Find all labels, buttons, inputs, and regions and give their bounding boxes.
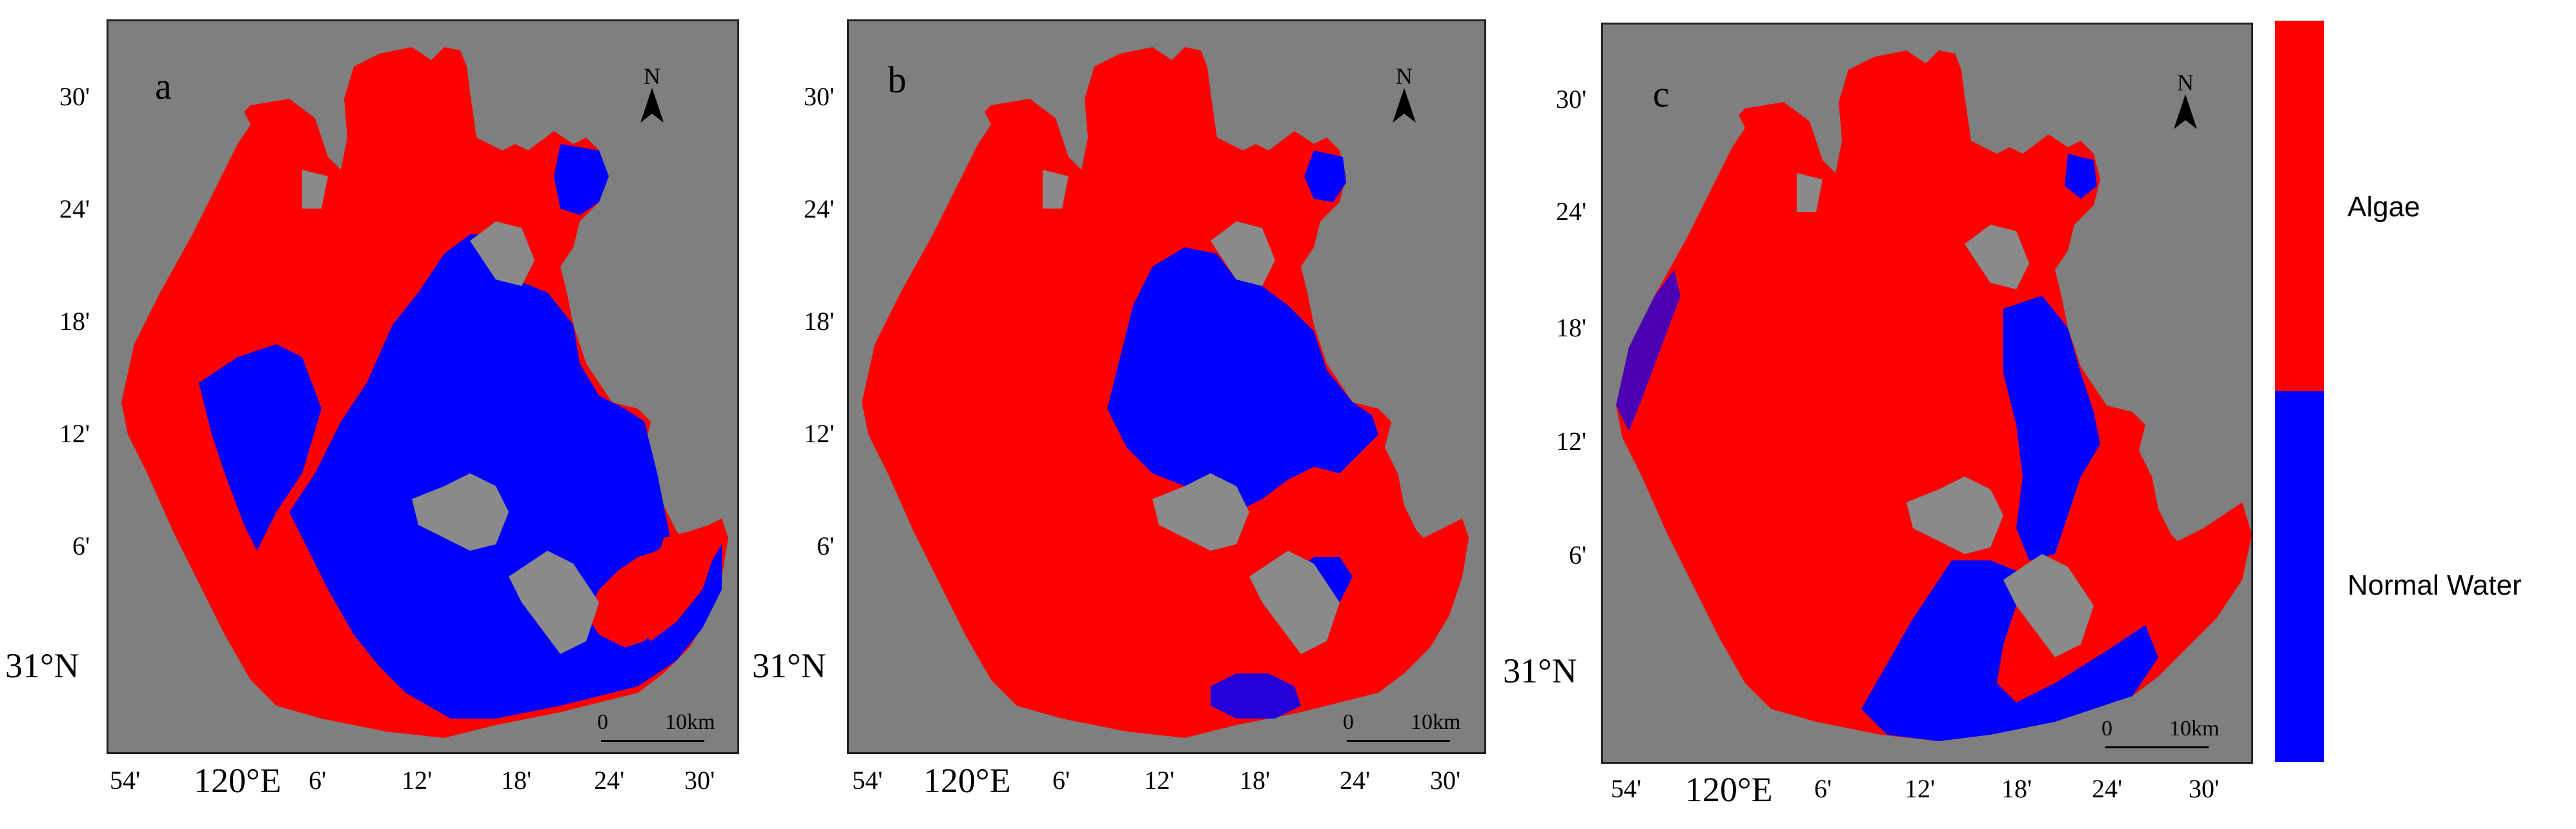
- x-tick: 24': [1340, 766, 1371, 795]
- north-arrow-icon: [1393, 88, 1416, 123]
- y-tick: 6': [1569, 540, 1587, 569]
- x-tick: 12': [402, 766, 433, 795]
- x-tick: 18': [2001, 774, 2032, 803]
- x-tick: 24': [2092, 774, 2123, 803]
- scale-bar: 0 10km: [597, 710, 715, 749]
- x-tick: 54': [1611, 774, 1642, 803]
- legend-swatch-algae: [2275, 21, 2324, 391]
- x-tick: 54': [852, 766, 883, 795]
- north-label: N: [644, 63, 660, 89]
- y-origin-label: 31°N: [1503, 651, 1577, 690]
- normal-water-region: [1107, 150, 1378, 512]
- y-tick: 18': [1556, 313, 1587, 342]
- panel-label: c: [1653, 73, 1670, 115]
- legend-label-water: Normal Water: [2347, 569, 2522, 601]
- x-origin-label: 120°E: [1685, 770, 1773, 809]
- north-label: N: [2177, 70, 2194, 96]
- lake-map-a: [121, 47, 728, 738]
- y-tick: 24': [59, 194, 90, 223]
- north-arrow-icon: [2174, 94, 2197, 129]
- x-tick: 12': [1905, 774, 1936, 803]
- island: [1152, 473, 1249, 551]
- map-frame-b: [847, 19, 1486, 754]
- y-tick: 30': [59, 82, 90, 111]
- legend-swatch-water: [2275, 391, 2324, 762]
- y-origin-label: 31°N: [752, 646, 826, 685]
- lake-map-c: [1616, 50, 2251, 741]
- scale-distance-label: 10km: [665, 710, 715, 734]
- x-tick: 6': [309, 766, 327, 795]
- island: [1906, 476, 2003, 554]
- x-tick: 18': [1240, 766, 1271, 795]
- scale-distance-label: 10km: [1411, 710, 1461, 734]
- map-frame-a: [107, 19, 739, 754]
- y-tick: 6': [72, 531, 90, 560]
- y-tick: 18': [59, 307, 90, 336]
- y-tick: 24': [1556, 197, 1587, 226]
- map-frame-c: [1601, 23, 2253, 764]
- y-tick: 6': [817, 531, 835, 560]
- x-origin-label: 120°E: [194, 761, 281, 800]
- scale-zero-label: 0: [1343, 710, 1354, 734]
- algae-region: [1616, 50, 2251, 741]
- y-tick: 12': [1556, 427, 1587, 456]
- x-tick: 24': [594, 766, 625, 795]
- y-tick: 18': [804, 307, 835, 336]
- y-tick: 24': [804, 194, 835, 223]
- scale-zero-label: 0: [597, 710, 608, 734]
- scale-bar: 0 10km: [1343, 710, 1460, 749]
- y-tick: 30': [804, 82, 835, 111]
- x-origin-label: 120°E: [923, 761, 1011, 800]
- scale-distance-label: 10km: [2169, 717, 2220, 741]
- lake-map-b: [862, 47, 1469, 738]
- y-tick: 30': [1556, 85, 1587, 114]
- x-tick: 6': [1052, 766, 1070, 795]
- legend-colorbar: [2275, 21, 2324, 762]
- north-arrow-icon: [640, 88, 664, 123]
- x-tick: 6': [1814, 774, 1832, 803]
- normal-water-region: [1861, 560, 2158, 741]
- x-tick: 54': [110, 766, 141, 795]
- x-tick: 12': [1144, 766, 1175, 795]
- x-tick: 30': [1430, 766, 1461, 795]
- y-origin-label: 31°N: [5, 646, 79, 685]
- legend-label-algae: Algae: [2347, 191, 2420, 223]
- x-tick: 30': [2189, 774, 2220, 803]
- panel-label: b: [888, 59, 906, 101]
- x-tick: 18': [501, 766, 532, 795]
- panel-label: a: [155, 65, 172, 107]
- north-arrow: N: [2169, 71, 2202, 134]
- scale-zero-label: 0: [2101, 717, 2112, 741]
- north-arrow: N: [1388, 65, 1420, 127]
- island: [412, 473, 509, 551]
- north-label: N: [1396, 63, 1413, 89]
- y-tick: 12': [804, 419, 835, 448]
- normal-water-region: [199, 144, 722, 719]
- north-arrow: N: [636, 65, 668, 127]
- y-tick: 12': [59, 419, 90, 448]
- scale-bar: 0 10km: [2101, 717, 2219, 755]
- x-tick: 30': [684, 766, 715, 795]
